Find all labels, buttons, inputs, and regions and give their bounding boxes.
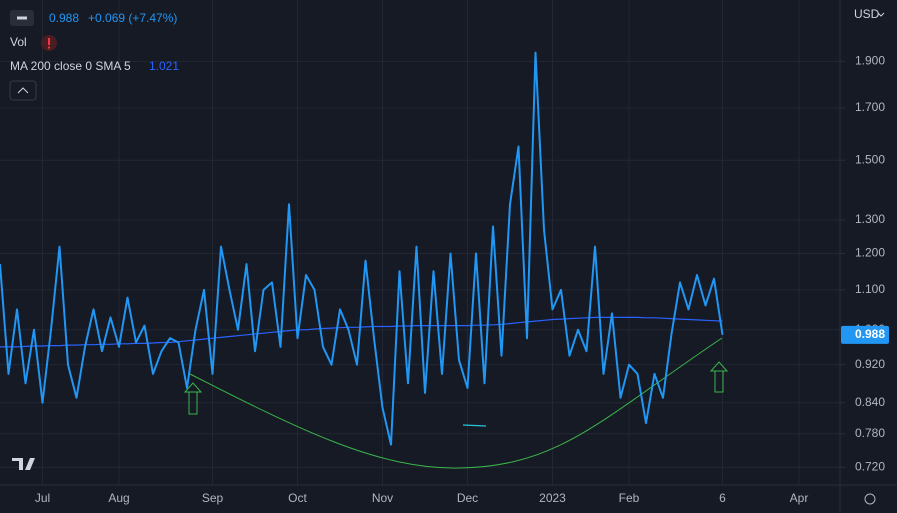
trend-curve — [189, 337, 723, 469]
y-tick-label: 1.700 — [855, 100, 885, 114]
y-tick-label: 0.780 — [855, 426, 885, 440]
x-tick-label: 2023 — [539, 491, 566, 505]
icon — [48, 46, 50, 49]
indicator-name: MA 200 close 0 SMA 5 — [10, 59, 131, 73]
y-tick-label: 1.200 — [855, 246, 885, 260]
y-tick-label: 0.720 — [855, 459, 885, 473]
y-tick-label: 1.900 — [855, 53, 885, 67]
indicator-value: 1.021 — [149, 59, 179, 73]
icon — [17, 16, 27, 20]
price-change: +0.069 (+7.47%) — [88, 11, 177, 25]
volume-label: Vol — [10, 35, 27, 49]
axes: Jul Aug Sep Oct Nov Dec 2023 Feb 6 Apr 0.720 0.780 0… — [35, 53, 889, 505]
x-tick-label: Feb — [619, 491, 640, 505]
x-tick-label: Sep — [202, 491, 224, 505]
grid — [0, 0, 840, 485]
x-tick-label: Oct — [288, 491, 307, 505]
x-tick-label: Apr — [790, 491, 809, 505]
currency[interactable]: USD — [854, 7, 880, 21]
price-line — [0, 51, 724, 446]
icon — [17, 87, 29, 94]
price-tag — [841, 325, 889, 344]
arrow-up — [709, 361, 729, 393]
settings-icon[interactable] — [864, 493, 876, 505]
logo — [12, 458, 35, 470]
y-tick-label: 1.300 — [855, 212, 885, 226]
x-tick-label: Jul — [35, 491, 50, 505]
icon — [877, 12, 885, 17]
y-tick-label: 0.920 — [855, 357, 885, 371]
x-tick-label: Dec — [457, 491, 478, 505]
x-tick-label: 6 — [719, 491, 726, 505]
x-tick-label: Nov — [372, 491, 393, 505]
y-tick-label: 1.500 — [855, 152, 885, 166]
x-tick-label: Aug — [108, 491, 129, 505]
plot — [0, 51, 724, 446]
drawing-mark — [462, 424, 487, 427]
arrow-up — [183, 382, 203, 415]
y-tick-label: 1.100 — [855, 282, 885, 296]
y-tick-label: 0.840 — [855, 395, 885, 409]
price-tag-label: 0.988 — [855, 327, 885, 341]
last-price: 0.988 — [49, 11, 79, 25]
toggle-button[interactable] — [9, 80, 37, 101]
icon — [48, 38, 50, 45]
